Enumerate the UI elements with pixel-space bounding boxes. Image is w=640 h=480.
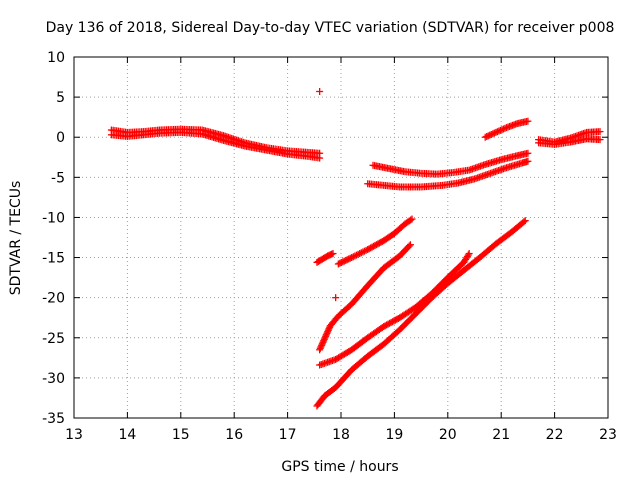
data-point (324, 326, 332, 334)
data-point (520, 218, 528, 226)
data-point (499, 125, 507, 133)
data-point (351, 252, 359, 260)
data-point (405, 242, 413, 250)
y-tick-label: 10 (47, 50, 65, 66)
x-tick-label: 14 (118, 427, 136, 443)
data-point (357, 249, 365, 257)
data-point (465, 250, 473, 258)
y-tick-label: -15 (42, 251, 65, 267)
data-point (498, 126, 506, 134)
data-point (360, 247, 368, 255)
data-point (496, 126, 504, 134)
x-tick-label: 19 (385, 427, 403, 443)
y-tick-labels: 10 5 0 -5 -10 -15 -20 -25 -30 -35 (42, 50, 65, 427)
data-point (489, 130, 497, 138)
x-tick-label: 16 (225, 427, 243, 443)
x-axis-label: GPS time / hours (281, 459, 398, 475)
data-point (316, 87, 324, 95)
x-tick-label: 18 (332, 427, 350, 443)
x-tick-label: 17 (279, 427, 297, 443)
data-point (493, 128, 501, 136)
data-point (596, 136, 604, 144)
data-point (316, 154, 324, 162)
y-tick-label: -35 (42, 411, 65, 427)
data-point (359, 248, 367, 256)
data-point (320, 337, 328, 345)
data-point (408, 215, 416, 223)
axis-ticks (73, 56, 609, 419)
data-point (495, 127, 503, 135)
data-point (596, 128, 604, 136)
data-point (490, 129, 498, 137)
data-point (348, 254, 356, 262)
data-point (323, 329, 331, 337)
data-point (325, 325, 333, 333)
y-tick-label: 0 (56, 130, 65, 146)
x-tick-label: 23 (599, 427, 617, 443)
data-point (524, 157, 532, 165)
data-point (484, 132, 492, 140)
data-point (481, 133, 489, 141)
data-point (316, 344, 324, 352)
data-point (317, 343, 325, 351)
chart-title: Day 136 of 2018, Sidereal Day-to-day VTE… (46, 20, 615, 36)
data-point (316, 346, 324, 354)
y-tick-label: -20 (42, 291, 65, 307)
data-point (356, 250, 364, 258)
data-point (524, 117, 532, 125)
data-point (464, 251, 472, 259)
x-tick-label: 15 (172, 427, 190, 443)
y-tick-label: -10 (42, 210, 65, 226)
y-tick-label: -30 (42, 371, 65, 387)
data-point (321, 334, 329, 342)
data-points (107, 87, 604, 410)
data-point (352, 251, 360, 259)
data-point (346, 254, 354, 262)
data-point (318, 340, 326, 348)
data-point (486, 131, 494, 139)
data-point (354, 250, 362, 258)
x-tick-labels: 13 14 15 16 17 18 19 20 21 22 23 (65, 427, 617, 443)
data-point (483, 133, 491, 141)
data-point (362, 246, 370, 254)
x-tick-label: 20 (439, 427, 457, 443)
y-tick-label: -25 (42, 331, 65, 347)
data-point (322, 332, 330, 340)
data-point (318, 341, 326, 349)
data-point (487, 130, 495, 138)
data-point (349, 253, 357, 261)
x-tick-label: 22 (546, 427, 564, 443)
x-tick-label: 21 (492, 427, 510, 443)
data-point (324, 328, 332, 336)
data-point (332, 294, 340, 302)
data-point (329, 250, 337, 258)
data-point (492, 128, 500, 136)
y-tick-label: 5 (56, 90, 65, 106)
data-point (524, 149, 532, 157)
data-point (319, 338, 327, 346)
data-point (521, 217, 529, 225)
y-tick-label: -5 (51, 170, 65, 186)
data-point (320, 335, 328, 343)
data-point (407, 216, 415, 224)
y-axis-label: SDTVAR / TECUs (8, 181, 24, 296)
x-tick-label: 13 (65, 427, 83, 443)
data-point (501, 124, 509, 132)
data-point (406, 241, 414, 249)
data-point (322, 331, 330, 339)
